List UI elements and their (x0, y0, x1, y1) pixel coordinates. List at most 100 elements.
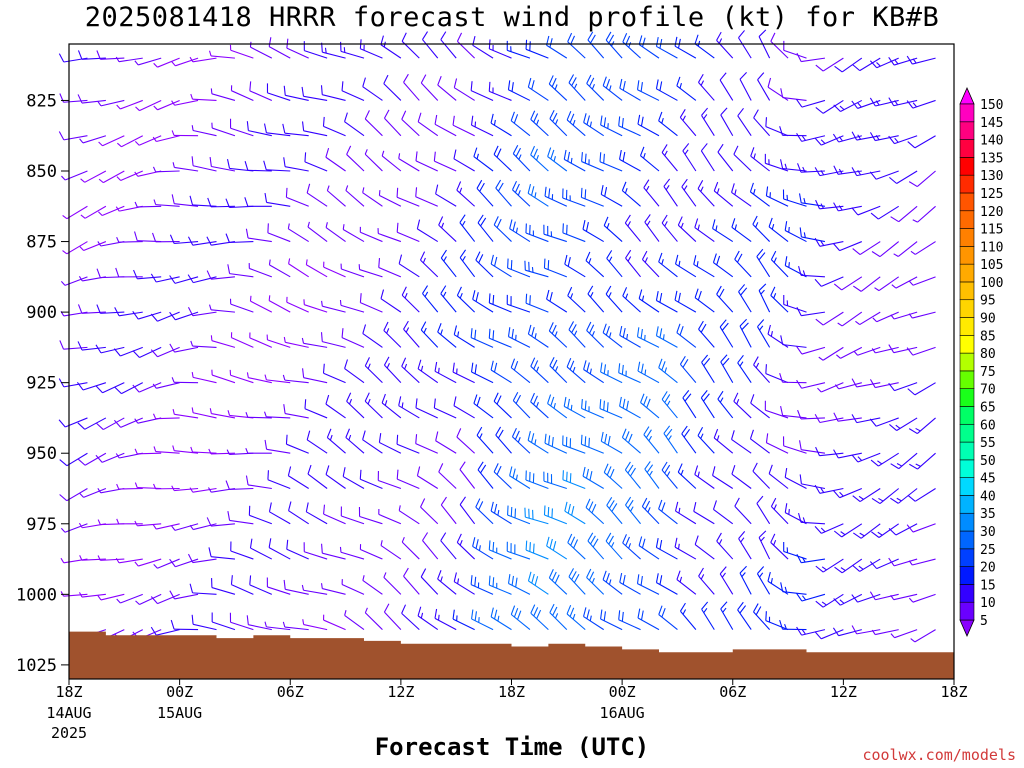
wind-barb (132, 382, 162, 393)
barb-half-feather (680, 469, 684, 476)
barb-half-feather (62, 250, 68, 255)
wind-barb (600, 609, 623, 631)
barb-half-feather (555, 119, 559, 125)
barb-half-feather (152, 166, 157, 173)
wind-barb (852, 241, 881, 256)
barb-feather (661, 607, 666, 618)
barb-feather (624, 431, 630, 441)
barb-half-feather (644, 369, 647, 376)
wind-barb (345, 185, 365, 207)
barb-feather (752, 462, 758, 472)
barb-feather (346, 392, 352, 402)
barb-half-feather (153, 446, 157, 452)
barb-feather (440, 496, 447, 506)
barb-feather (659, 539, 663, 550)
wind-barb (341, 579, 365, 595)
barb-staff (341, 584, 365, 595)
barb-staff (841, 57, 863, 73)
wind-barb (401, 536, 420, 560)
wind-barb (288, 501, 309, 525)
barb-feather (206, 270, 212, 280)
barb-feather (530, 357, 536, 367)
barb-staff (249, 584, 273, 595)
wind-barb (655, 326, 678, 348)
barb-staff (174, 593, 199, 600)
wind-barb (230, 575, 254, 595)
wind-barb (341, 81, 365, 101)
wind-barb (675, 254, 697, 278)
wind-barb (62, 241, 88, 255)
wind-barb (889, 417, 918, 431)
barb-half-feather (718, 38, 723, 44)
barb-feather (490, 254, 494, 265)
barb-staff (250, 300, 273, 313)
barb-feather (512, 468, 516, 478)
barb-staff (697, 435, 715, 454)
barb-feather (583, 607, 587, 617)
barb-half-feather (891, 284, 897, 289)
colorbar-label: 35 (980, 507, 996, 522)
barb-feather (437, 323, 442, 333)
wind-barb (77, 50, 106, 60)
barb-staff (841, 276, 863, 291)
wind-barb (303, 542, 328, 560)
barb-feather (494, 256, 498, 267)
barb-staff (643, 434, 660, 454)
barb-half-feather (839, 105, 845, 111)
barb-feather (493, 392, 499, 402)
barb-half-feather (666, 400, 671, 406)
barb-feather (403, 320, 409, 330)
wind-barb (889, 170, 918, 184)
barb-staff (731, 226, 752, 242)
wind-barb (495, 179, 512, 207)
barb-staff (914, 629, 936, 643)
wind-barb (210, 335, 236, 348)
wind-barb (582, 220, 604, 243)
barb-staff (231, 584, 254, 595)
barb-feather (756, 495, 764, 504)
wind-barb (796, 52, 826, 63)
wind-barb (851, 378, 881, 388)
barb-feather (306, 430, 311, 440)
wind-barb (562, 223, 586, 243)
barb-half-feather (821, 566, 827, 571)
wind-barb (187, 553, 217, 564)
wind-barb (488, 81, 512, 101)
barb-staff (286, 47, 309, 59)
wind-barb (437, 570, 457, 595)
wind-barb (527, 324, 549, 348)
wind-barb (682, 143, 697, 172)
wind-barb (377, 228, 402, 243)
wind-barb (770, 497, 789, 525)
barb-staff (84, 205, 107, 219)
barb-half-feather (282, 374, 286, 381)
barb-half-feather (79, 555, 83, 561)
barb-feather (753, 603, 759, 613)
barb-feather (607, 435, 611, 446)
barb-half-feather (624, 187, 628, 194)
wind-barb (210, 88, 236, 101)
barb-half-feather (380, 540, 383, 546)
barb-half-feather (682, 115, 686, 121)
wind-barb (79, 555, 106, 561)
wind-barb (244, 161, 272, 172)
barb-staff (286, 196, 309, 207)
wind-barb (59, 452, 88, 467)
barb-feather (636, 327, 640, 337)
wind-barb (587, 31, 605, 59)
wind-barb (282, 374, 309, 384)
barb-feather (478, 501, 484, 511)
barb-feather (567, 533, 573, 543)
barb-staff (359, 515, 383, 525)
wind-barb (625, 249, 641, 278)
barb-feather (584, 189, 587, 199)
barb-staff (674, 45, 697, 59)
barb-feather (59, 459, 68, 467)
wind-barb (663, 178, 678, 207)
wind-barb (697, 73, 715, 101)
wind-barb (851, 167, 881, 177)
wind-barb (132, 310, 162, 320)
wind-barb (758, 29, 771, 59)
barb-staff (212, 127, 236, 137)
barb-half-feather (802, 270, 806, 276)
